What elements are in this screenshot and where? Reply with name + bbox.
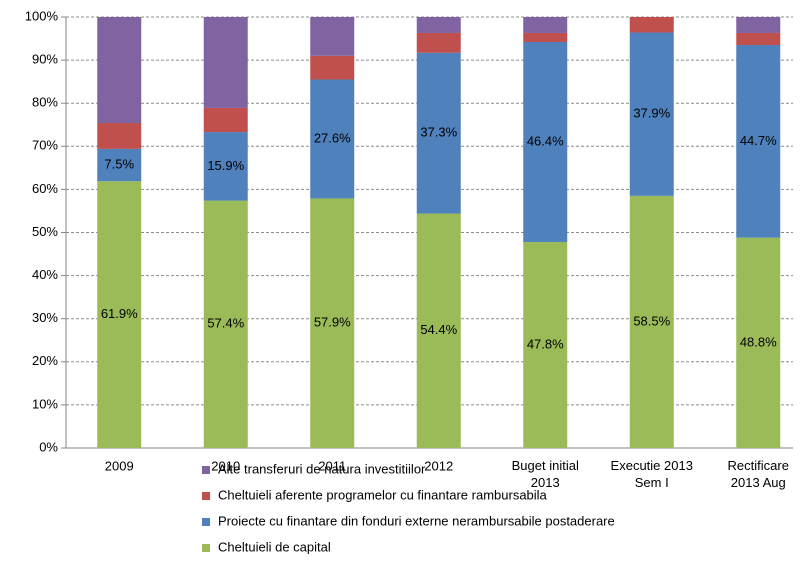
legend-label: Cheltuieli de capital bbox=[218, 539, 331, 554]
y-tick-label: 20% bbox=[32, 353, 58, 368]
data-label: 44.7% bbox=[740, 133, 777, 148]
bar-segment bbox=[629, 17, 674, 33]
bar-segment bbox=[310, 198, 355, 448]
legend-label: Cheltuieli aferente programelor cu finan… bbox=[218, 487, 548, 502]
data-label: 37.9% bbox=[633, 106, 670, 121]
y-tick-label: 100% bbox=[25, 8, 59, 23]
data-label: 48.8% bbox=[740, 334, 777, 349]
data-label: 27.6% bbox=[314, 130, 351, 145]
y-tick-label: 90% bbox=[32, 52, 58, 67]
legend-swatch bbox=[202, 466, 210, 474]
x-tick-label: Rectificare 2013 Aug bbox=[728, 458, 789, 490]
bar-segment bbox=[97, 123, 142, 149]
bar-segment bbox=[629, 195, 674, 448]
bar-segment bbox=[310, 55, 355, 80]
y-tick-label: 10% bbox=[32, 396, 58, 411]
x-tick-label: 2009 bbox=[105, 458, 134, 473]
bar-segment bbox=[97, 181, 142, 448]
data-label: 54.4% bbox=[420, 322, 457, 337]
bar-segment bbox=[523, 41, 568, 242]
bar-segment bbox=[416, 17, 461, 33]
x-tick-label: 2011 bbox=[318, 458, 346, 473]
data-label: 58.5% bbox=[633, 313, 670, 328]
bar-segment bbox=[736, 17, 781, 33]
bar-segment bbox=[97, 148, 142, 182]
bar-segment bbox=[203, 107, 248, 133]
x-tick-label: 2010 bbox=[211, 458, 240, 473]
bar-segment bbox=[736, 32, 781, 46]
bar-segment bbox=[203, 200, 248, 448]
x-tick-label: Executie 2013 Sem I bbox=[611, 458, 693, 490]
data-label: 7.5% bbox=[104, 156, 134, 171]
bar-segment bbox=[416, 32, 461, 53]
x-tick-label: Buget initial 2013 bbox=[512, 458, 579, 490]
bar-segment bbox=[416, 213, 461, 448]
legend-swatch bbox=[202, 492, 210, 500]
y-tick-label: 30% bbox=[32, 310, 58, 325]
data-label: 46.4% bbox=[527, 133, 564, 148]
bar-segment bbox=[736, 45, 781, 238]
bar-segment bbox=[416, 52, 461, 214]
legend-swatch bbox=[202, 518, 210, 526]
bar-segment bbox=[523, 17, 568, 33]
bar-segment bbox=[523, 32, 568, 42]
bar-segment bbox=[736, 237, 781, 448]
legend-label: Proiecte cu finantare din fonduri extern… bbox=[218, 513, 615, 528]
data-label: 57.4% bbox=[207, 316, 244, 331]
x-tick-label: 2012 bbox=[424, 458, 453, 473]
y-tick-label: 0% bbox=[39, 439, 58, 454]
bar-segment bbox=[523, 241, 568, 448]
data-label: 61.9% bbox=[101, 306, 138, 321]
data-label: 15.9% bbox=[207, 158, 244, 173]
y-tick-label: 70% bbox=[32, 138, 58, 153]
y-tick-label: 40% bbox=[32, 267, 58, 282]
data-label: 47.8% bbox=[527, 336, 564, 351]
bar-segment bbox=[310, 17, 355, 56]
bar-segment bbox=[310, 79, 355, 199]
y-tick-label: 80% bbox=[32, 95, 58, 110]
legend-swatch bbox=[202, 544, 210, 552]
bar-segment bbox=[203, 132, 248, 201]
y-tick-label: 60% bbox=[32, 181, 58, 196]
bar-segment bbox=[203, 17, 248, 108]
data-label: 37.3% bbox=[420, 125, 457, 140]
bar-segment bbox=[97, 17, 142, 124]
bar-segment bbox=[629, 32, 674, 196]
y-tick-label: 50% bbox=[32, 224, 58, 239]
legend-label: Alte transferuri de natura investitiilor bbox=[218, 461, 426, 476]
data-label: 57.9% bbox=[314, 315, 351, 330]
